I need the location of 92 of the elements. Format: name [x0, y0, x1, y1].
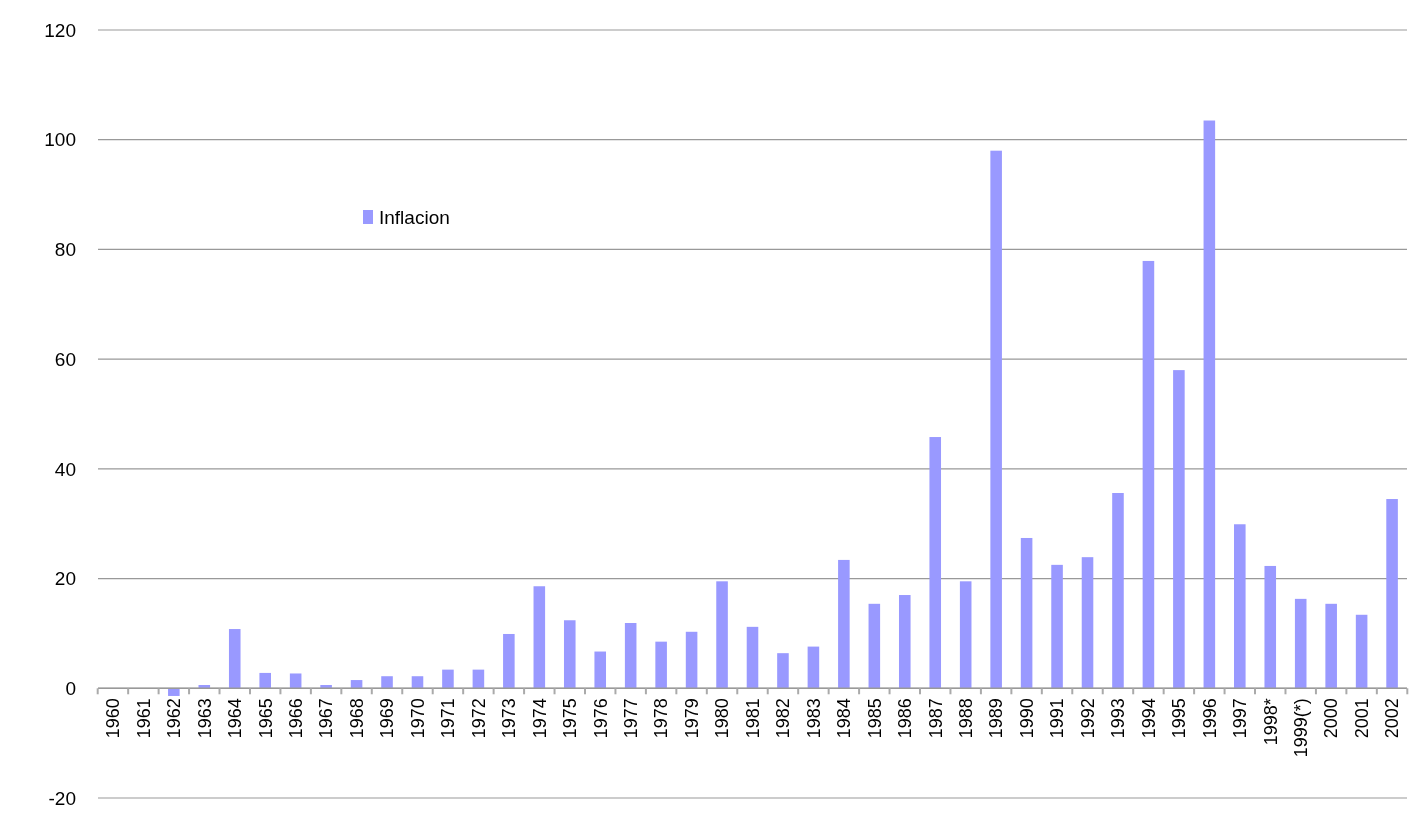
x-tick-label: 1985 [864, 698, 885, 739]
x-tick-label: 1975 [560, 698, 581, 739]
bar [1264, 565, 1277, 689]
bar [1386, 499, 1398, 689]
bar [990, 150, 1002, 689]
bar [929, 437, 942, 689]
bar [1203, 120, 1216, 689]
x-tick-label: 1984 [834, 698, 855, 739]
y-tick-label: -20 [48, 787, 76, 809]
bar [533, 586, 546, 689]
x-tick-label: 1991 [1047, 698, 1068, 739]
bar [168, 688, 180, 696]
bar [1173, 370, 1185, 689]
x-tick-label: 1973 [499, 698, 520, 739]
x-tick-label: 1969 [377, 698, 398, 739]
bar [503, 633, 515, 689]
bar [289, 673, 302, 689]
x-tick-label: 1961 [133, 698, 154, 739]
bar [868, 603, 881, 689]
x-tick-label: 2000 [1321, 698, 1342, 739]
x-tick-label: 1987 [925, 698, 946, 739]
x-tick-label: 1972 [468, 698, 489, 739]
x-tick-label: 2001 [1351, 698, 1372, 739]
bar [716, 581, 728, 689]
x-tick-label: 1978 [651, 698, 672, 739]
bar [1294, 598, 1307, 689]
x-tick-label: 1967 [316, 698, 337, 739]
bar [563, 620, 576, 689]
bar [1020, 537, 1033, 689]
x-tick-label: 1962 [164, 698, 185, 739]
x-tick-label: 1981 [742, 698, 763, 739]
bar [411, 676, 424, 689]
bar [1234, 524, 1246, 689]
x-tick-label: 1993 [1108, 698, 1129, 739]
x-tick-label: 1960 [103, 698, 124, 739]
bar [1081, 557, 1094, 689]
bar [1051, 564, 1063, 689]
y-tick-label: 60 [54, 348, 76, 370]
x-tick-label: 1986 [895, 698, 916, 739]
x-tick-label: 1971 [438, 698, 459, 739]
x-tick-label: 1995 [1169, 698, 1190, 739]
x-tick-label: 1979 [681, 698, 702, 739]
bar [320, 684, 332, 689]
bar [807, 646, 820, 689]
x-tick-label: 1968 [346, 698, 367, 739]
x-tick-label: 1974 [529, 698, 550, 739]
bar [350, 680, 363, 689]
bar [655, 641, 667, 689]
bar [838, 559, 850, 689]
x-tick-label: 1977 [620, 698, 641, 739]
x-tick-label: 1992 [1077, 698, 1098, 739]
y-tick-label: 0 [65, 677, 76, 699]
bar [959, 581, 972, 689]
bar [1355, 614, 1368, 689]
x-tick-label: 1997 [1230, 698, 1251, 739]
bar [685, 631, 698, 689]
x-tick-label: 1980 [712, 698, 733, 739]
x-tick-label: 1998* [1260, 698, 1281, 746]
bar [898, 595, 911, 689]
y-tick-label: 100 [44, 129, 76, 151]
x-tick-label: 1989 [986, 698, 1007, 739]
bar [746, 626, 759, 689]
bar [1325, 603, 1337, 689]
x-tick-label: 1983 [803, 698, 824, 739]
x-tick-label: 1996 [1199, 698, 1220, 739]
x-tick-label: 1970 [407, 698, 428, 739]
x-tick-label: 1982 [773, 698, 794, 739]
bar [442, 669, 454, 689]
x-tick-label: 1965 [255, 698, 276, 739]
x-tick-label: 2002 [1382, 698, 1403, 739]
x-tick-label: 1988 [955, 698, 976, 739]
x-tick-label: 1963 [194, 698, 215, 739]
bar [1112, 492, 1124, 689]
bar [381, 676, 393, 689]
y-tick-label: 120 [44, 19, 76, 41]
x-tick-label: 1990 [1016, 698, 1037, 739]
bar [259, 672, 271, 689]
x-tick-label: 1994 [1138, 698, 1159, 739]
y-tick-label: 20 [54, 568, 76, 590]
bar [624, 623, 637, 689]
bar [228, 629, 241, 689]
x-tick-label: 1976 [590, 698, 611, 739]
bar [594, 651, 607, 689]
legend-label: Inflacion [379, 206, 450, 228]
x-tick-label: 1966 [285, 698, 306, 739]
y-tick-label: 80 [54, 239, 76, 261]
x-tick-label: 1999(*) [1291, 698, 1312, 758]
bar [472, 669, 485, 689]
y-tick-label: 40 [54, 458, 76, 480]
x-tick-label: 1964 [225, 698, 246, 739]
bar [1142, 260, 1155, 689]
bar [777, 653, 789, 689]
